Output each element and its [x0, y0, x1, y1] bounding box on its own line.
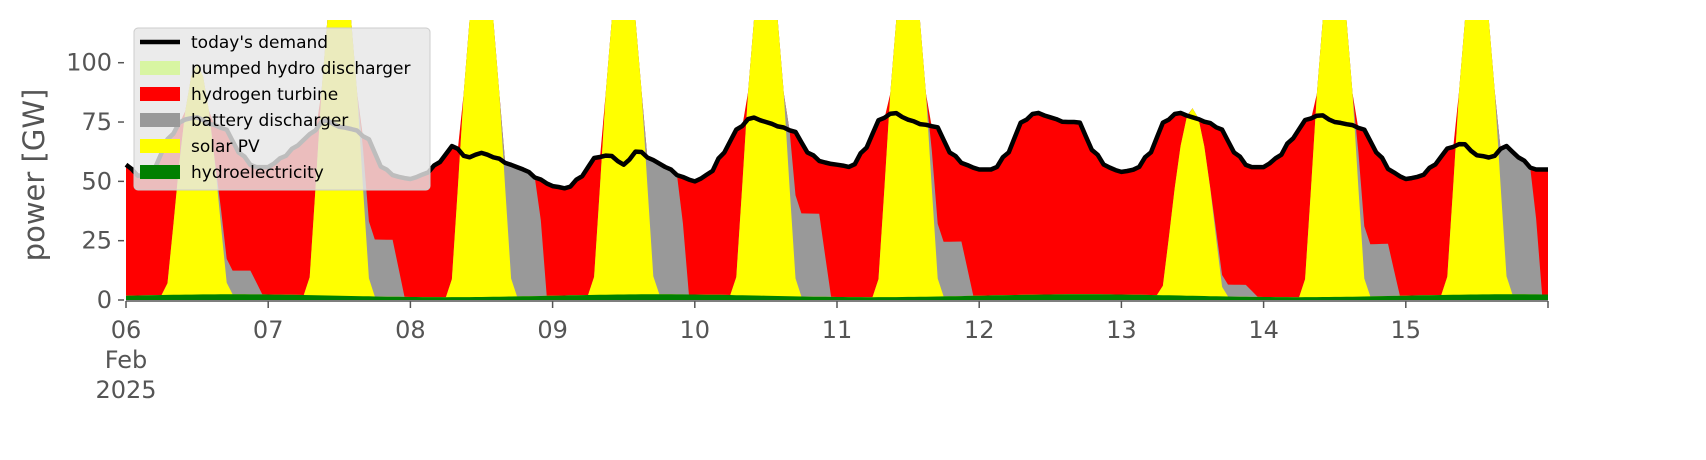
- hydroelectricity-area: [126, 294, 1548, 300]
- x-tick-label: 06: [111, 316, 142, 344]
- legend-label: battery discharger: [191, 111, 348, 131]
- legend-swatch: [140, 139, 180, 153]
- legend-label: hydrogen turbine: [191, 85, 338, 105]
- y-tick-label: 50: [81, 167, 112, 195]
- x-tick-label: 07: [253, 316, 284, 344]
- x-tick-label: 12: [964, 316, 995, 344]
- area-series-group: [126, 20, 1548, 300]
- y-tick-label: 0: [97, 286, 112, 314]
- solar-pv-area: [126, 20, 1548, 300]
- legend-swatch: [140, 87, 180, 101]
- legend-swatch: [140, 113, 180, 127]
- y-axis-label: power [GW]: [17, 89, 51, 262]
- x-tick-label: 11: [822, 316, 853, 344]
- y-tick-label: 25: [81, 227, 112, 255]
- legend-label: today's demand: [191, 33, 328, 53]
- y-tick-label: 75: [81, 108, 112, 136]
- y-tick-label: 100: [66, 49, 112, 77]
- x-tick-sublabel: Feb: [105, 346, 148, 374]
- legend-label: solar PV: [191, 137, 260, 157]
- x-tick-label: 15: [1391, 316, 1422, 344]
- x-tick-label: 13: [1106, 316, 1137, 344]
- x-tick-label: 09: [537, 316, 568, 344]
- legend-swatch: [140, 61, 180, 75]
- legend: today's demand pumped hydro discharger hyd…: [133, 27, 431, 191]
- x-tick-label: 14: [1248, 316, 1279, 344]
- x-tick-label: 10: [680, 316, 711, 344]
- x-tick-label: 08: [395, 316, 426, 344]
- legend-label: hydroelectricity: [191, 163, 324, 183]
- legend-label: pumped hydro discharger: [191, 59, 410, 79]
- x-tick-sublabel: 2025: [95, 376, 156, 404]
- legend-swatch: [140, 165, 180, 179]
- legend-box: [133, 27, 431, 191]
